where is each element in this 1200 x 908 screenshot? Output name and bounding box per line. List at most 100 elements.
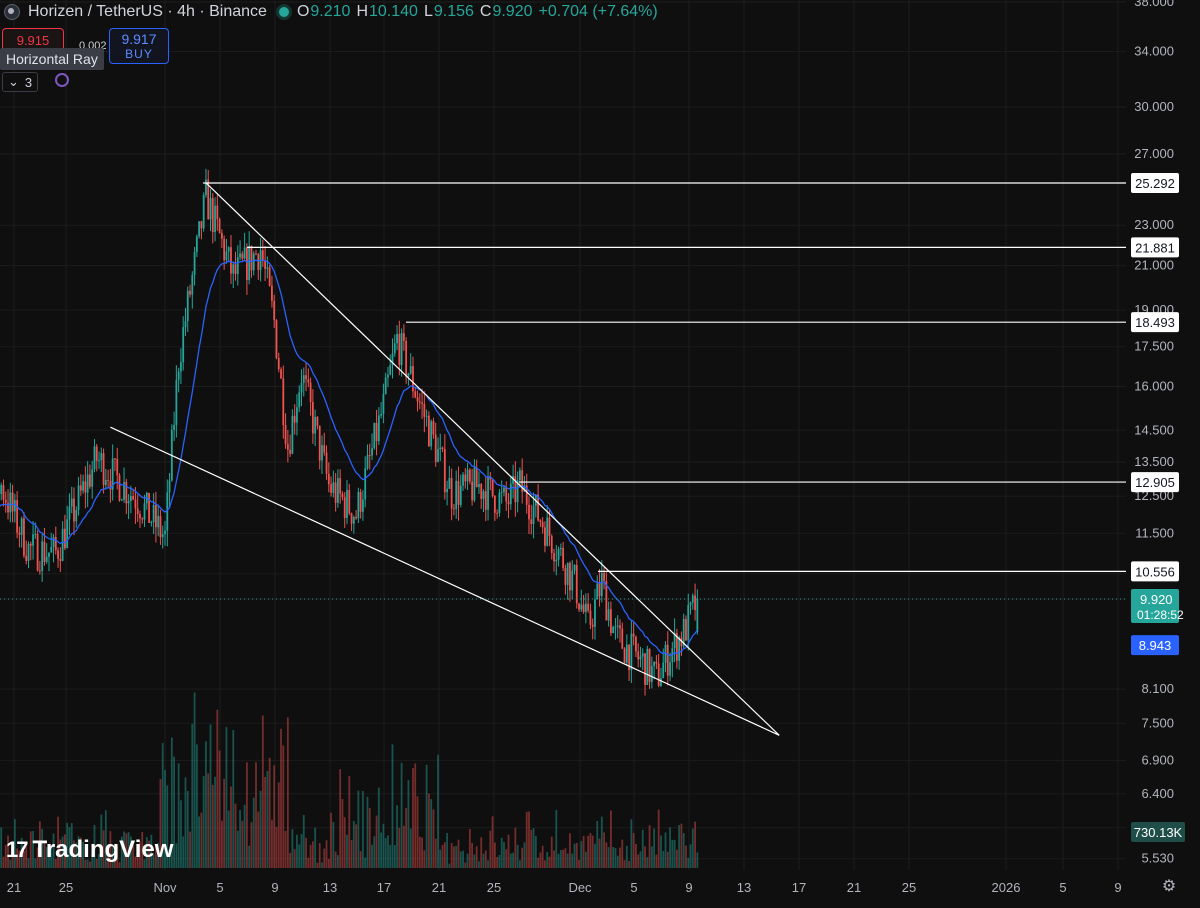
volume-bar — [79, 837, 82, 868]
candle-body — [623, 648, 626, 663]
volume-bar — [239, 809, 241, 868]
candle-body — [596, 583, 599, 600]
volume-bar — [525, 811, 528, 868]
volume-bar — [152, 854, 155, 868]
horizontal-rays[interactable] — [203, 182, 1126, 572]
buy-button[interactable]: 9.917 BUY — [109, 28, 169, 64]
candle-body — [523, 485, 526, 492]
candle-body — [98, 460, 100, 462]
volume-bar — [559, 850, 562, 868]
volume-bar — [564, 848, 567, 868]
candle-body — [123, 481, 125, 500]
candle-body — [268, 267, 271, 286]
candle-body — [293, 415, 296, 423]
volume-bar — [307, 857, 310, 868]
candle-body — [102, 453, 105, 485]
volume-bar — [423, 850, 426, 868]
volume-bar — [644, 846, 646, 868]
candle-body — [289, 449, 292, 454]
volume-bar — [546, 852, 549, 868]
time-tick: 13 — [737, 880, 751, 895]
time-tick: 13 — [323, 880, 337, 895]
settings-gear-icon[interactable]: ⚙ — [1161, 878, 1177, 895]
candle-body — [127, 501, 130, 504]
volume-bar — [95, 858, 98, 868]
volume-bar — [330, 812, 332, 868]
volume-bar — [393, 845, 396, 868]
candle-body — [364, 468, 367, 500]
candle-body — [407, 373, 410, 377]
candle-body — [307, 379, 310, 383]
candle-body — [275, 320, 278, 359]
volume-bar — [678, 824, 681, 868]
volume-bar — [145, 837, 148, 868]
price-change: +0.704 (+7.64%) — [538, 3, 658, 20]
indicators-toggle[interactable]: ⌄ 3 — [2, 72, 39, 92]
volume-bar — [216, 709, 219, 868]
candle-body — [93, 446, 96, 470]
volume-bar — [316, 862, 319, 868]
trendlines[interactable] — [110, 182, 780, 736]
volume-bar — [7, 835, 9, 868]
candle-body — [423, 403, 426, 417]
price-tick: 38.000 — [1134, 0, 1174, 9]
volume-bar — [314, 827, 317, 868]
volume-bar — [475, 846, 478, 868]
volume-bar — [566, 853, 569, 868]
volume-bar — [38, 821, 41, 868]
volume-bar — [637, 854, 640, 868]
candle-body — [384, 377, 387, 395]
candle-body — [334, 482, 337, 503]
refresh-icon[interactable] — [55, 73, 69, 87]
volume-bar — [666, 851, 669, 868]
volume-bar — [682, 833, 685, 868]
time-tick: 17 — [377, 880, 391, 895]
candle-body — [521, 470, 524, 492]
volume-bar — [446, 832, 448, 868]
candle-body — [491, 479, 494, 496]
candle-body — [453, 508, 455, 510]
candle-body — [198, 221, 201, 237]
candle-body — [591, 624, 594, 627]
candle-body — [398, 333, 401, 365]
volume-bar — [478, 861, 480, 868]
price-tick: 27.000 — [1134, 146, 1174, 161]
trendline[interactable] — [205, 182, 780, 736]
volume-bar — [425, 764, 428, 868]
tradingview-watermark[interactable]: 17 TradingView — [6, 836, 173, 864]
volume-bar — [675, 849, 678, 868]
volume-bar — [625, 845, 628, 868]
volume-bar — [437, 754, 439, 868]
volume-bar — [660, 835, 662, 868]
candle-body — [139, 513, 141, 519]
symbol-title[interactable]: Horizen / TetherUS · 4h · Binance — [28, 3, 267, 20]
volume-bar — [582, 835, 585, 868]
candle-body — [412, 366, 414, 392]
candle-body — [43, 541, 46, 562]
ohlc-close-value: 9.920 — [492, 3, 533, 20]
volume-bar — [77, 836, 80, 868]
volume-bar — [116, 845, 119, 868]
volume-bar — [562, 849, 565, 868]
candle-body — [637, 651, 640, 660]
candle-body — [91, 469, 94, 487]
time-tick: Nov — [153, 880, 177, 895]
candle-body — [550, 536, 553, 554]
candle-body — [632, 633, 635, 637]
candle-body — [685, 619, 687, 641]
trendline[interactable] — [110, 426, 780, 736]
ray-price-label-bg — [1131, 312, 1179, 333]
volume-bar — [107, 851, 110, 868]
volume-bar — [43, 842, 46, 868]
candle-body — [168, 480, 171, 493]
candle-body — [580, 604, 583, 610]
volume-bar — [462, 850, 464, 868]
volume-bar — [680, 823, 683, 868]
candle-body — [280, 369, 282, 379]
candle-body — [675, 633, 678, 661]
candle-body — [689, 602, 692, 605]
time-axis[interactable]: 21 25 Nov 5 9 13 17 21 25 Dec 5 9 13 17 21 25 2026 5 9 — [7, 880, 1122, 895]
candle-body — [346, 490, 348, 518]
price-axis[interactable]: 38.00034.00030.00027.00023.00021.00019.0… — [1134, 0, 1174, 866]
